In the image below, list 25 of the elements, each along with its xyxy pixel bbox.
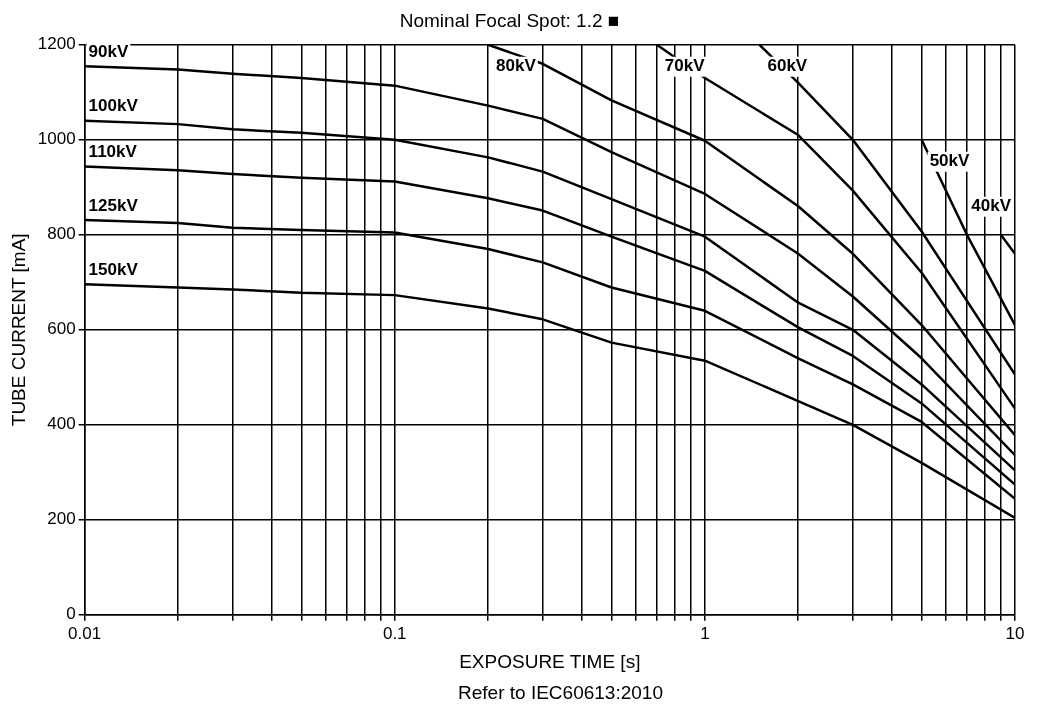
y-tick-label: 800 [47, 224, 76, 244]
y-tick-label: 200 [47, 509, 76, 529]
y-tick-label: 600 [47, 319, 76, 339]
x-tick-label: 0.1 [382, 623, 407, 643]
series-label: 150kV [88, 259, 139, 279]
series-label: 110kV [88, 142, 138, 162]
series-label: 40kV [971, 196, 1012, 216]
y-tick-label: 0 [66, 604, 76, 624]
series-label: 125kV [88, 195, 139, 215]
y-tick-label: 1200 [37, 34, 76, 54]
series-label: 90kV [88, 41, 129, 61]
chart-title: Nominal Focal Spot: 1.2 ■ [399, 9, 620, 31]
x-tick-label: 0.01 [68, 623, 102, 643]
y-tick-label: 400 [47, 414, 76, 434]
y-axis-title: TUBE CURRENT [mA] [7, 233, 29, 427]
x-axis-title: EXPOSURE TIME [s] [459, 650, 641, 672]
series-label: 50kV [929, 151, 971, 171]
series-label: 60kV [767, 56, 808, 76]
x-tick-label: 10 [1005, 623, 1025, 643]
series-label: 80kV [496, 56, 537, 76]
series-label: 100kV [88, 96, 139, 116]
x-tick-label: 1 [700, 623, 710, 643]
y-tick-label: 1000 [37, 129, 76, 149]
text: Refer to IEC60613:2010 [457, 682, 664, 704]
series-label: 70kV [664, 56, 706, 76]
